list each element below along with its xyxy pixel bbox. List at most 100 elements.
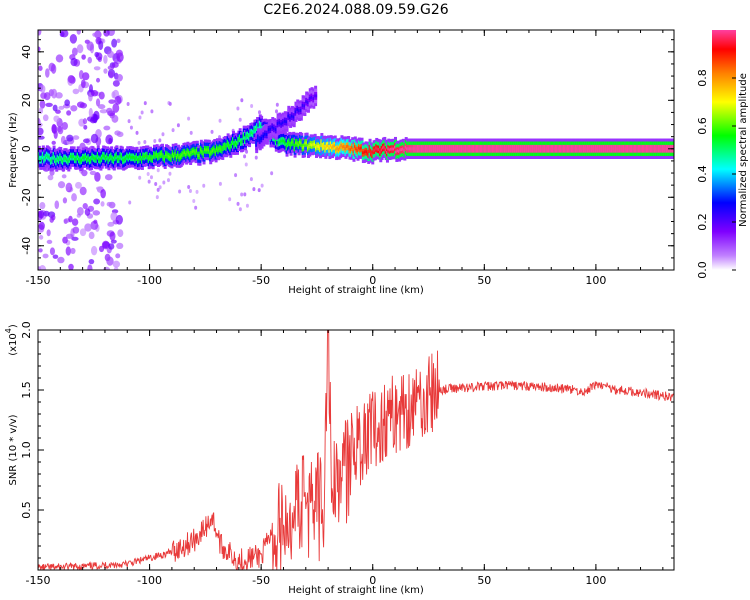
heatmap-noise-cell [238, 207, 242, 212]
heatmap-noise-cell [187, 185, 191, 190]
heatmap-noise-cell [143, 139, 147, 144]
heatmap-ridge-cell [283, 119, 287, 123]
heatmap-noise-cell [94, 30, 102, 39]
heatmap-noise-cell [106, 107, 113, 114]
heatmap-noise-cell [55, 54, 64, 63]
heatmap-noise-cell [81, 169, 88, 177]
heatmap-noise-cell [156, 168, 160, 173]
heatmap-noise-cell [107, 221, 115, 227]
heatmap-noise-cell [54, 200, 60, 209]
heatmap-noise-cell [51, 140, 56, 145]
heatmap-noise-cell [75, 181, 82, 189]
heatmap-noise-cell [83, 124, 88, 130]
heatmap-noise-cell [76, 206, 84, 216]
heatmap-ridge-cell [290, 114, 294, 118]
heatmap-noise-cell [115, 49, 123, 57]
snr-ytick-label: 1.0 [20, 441, 33, 459]
heatmap-noise-cell [89, 170, 97, 176]
heatmap-noise-cell [68, 263, 74, 270]
heatmap-ridge-cell [314, 94, 318, 98]
heatmap-noise-cell [65, 246, 72, 256]
heatmap-noise-cell [245, 203, 249, 208]
heatmap-ridge-cell [256, 136, 260, 140]
heatmap-noise-cell [89, 117, 97, 124]
heatmap-noise-cell [87, 264, 93, 270]
heatmap-noise-cell [106, 201, 112, 207]
heatmap-noise-cell [178, 189, 182, 194]
heatmap-noise-cell [88, 231, 95, 240]
heatmap-noise-cell [228, 197, 232, 202]
heatmap-noise-cell [97, 104, 106, 110]
heatmap-noise-cell [95, 52, 103, 61]
heatmap-ridge-cell [273, 126, 277, 130]
heatmap-noise-cell [202, 183, 206, 188]
heatmap-noise-cell [116, 38, 121, 44]
heatmap-ridge-cell [262, 134, 266, 138]
heatmap-ridge-cell [255, 141, 259, 145]
heatmap-ridge-cell [296, 108, 300, 112]
heatmap-noise-cell [104, 174, 113, 181]
heatmap-noise-cell [39, 84, 46, 94]
heatmap-noise-cell [45, 68, 50, 78]
heatmap-noise-cell [79, 102, 88, 109]
heatmap-noise-cell [72, 226, 80, 234]
snr-xtick-label: -50 [252, 574, 270, 587]
heatmap-noise-cell [127, 119, 131, 124]
heatmap-noise-cell [79, 228, 87, 237]
heatmap-noise-cell [93, 219, 98, 224]
heatmap-ridge-cell [303, 104, 307, 108]
heatmap-noise-cell [126, 102, 130, 107]
spectrogram-ytick-label: -40 [20, 237, 33, 255]
heatmap-noise-cell [55, 92, 63, 99]
heatmap-noise-cell [115, 214, 123, 225]
heatmap-noise-cell [103, 68, 108, 74]
heatmap-noise-cell [243, 154, 247, 159]
spectrogram-xtick-label: -150 [26, 274, 51, 287]
heatmap-noise-cell [98, 91, 105, 100]
colorbar-tick-label: 0.6 [696, 117, 709, 135]
heatmap-noise-cell [252, 187, 256, 192]
heatmap-noise-cell [38, 248, 43, 253]
colorbar-gradient [712, 30, 736, 270]
heatmap-noise-cell [78, 69, 84, 80]
heatmap-noise-cell [70, 57, 78, 67]
snr-frame [37, 329, 675, 571]
heatmap-noise-cell [70, 247, 76, 255]
heatmap-noise-cell [147, 179, 151, 184]
heatmap-ridge-cell [310, 95, 314, 99]
spectrogram-ylabel: Frequency (Hz) [8, 112, 19, 188]
heatmap-noise-cell [218, 135, 222, 140]
heatmap-noise-cell [135, 130, 139, 135]
heatmap-noise-cell [95, 98, 101, 107]
heatmap-noise-cell [171, 128, 175, 133]
heatmap-ridge-cell [306, 101, 310, 105]
heatmap-noise-cell [158, 185, 162, 190]
heatmap-noise-cell [153, 139, 157, 144]
figure-title: C2E6.2024.088.09.59.G26 [263, 2, 448, 18]
colorbar-tick-label: 0.2 [696, 213, 709, 231]
heatmap-noise-cell [158, 138, 162, 143]
snr-ylabel: SNR (10 * v/v) [8, 414, 19, 485]
heatmap-noise-cell [176, 123, 180, 128]
heatmap-noise-cell [68, 215, 73, 223]
heatmap-noise-cell [100, 188, 106, 199]
heatmap-noise-cell [161, 132, 165, 137]
heatmap-noise-cell [59, 31, 65, 38]
colorbar-tick-label: 0.8 [696, 69, 709, 87]
heatmap-noise-cell [87, 56, 93, 64]
heatmap-noise-cell [62, 197, 68, 204]
heatmap-noise-cell [50, 214, 56, 221]
spectrogram-frame [37, 29, 675, 271]
heatmap-noise-cell [82, 118, 88, 125]
snr-xtick-label: 50 [477, 574, 491, 587]
heatmap-noise-cell [116, 74, 123, 82]
heatmap-noise-cell [61, 174, 67, 179]
heatmap-noise-cell [275, 102, 279, 107]
heatmap-noise-cell [245, 149, 249, 154]
heatmap-ridge-cell [267, 128, 271, 132]
heatmap-noise-cell [254, 155, 258, 160]
heatmap-noise-cell [42, 114, 49, 122]
heatmap-noise-cell [108, 99, 116, 104]
heatmap-noise-cell [112, 260, 121, 268]
heatmap-noise-cell [66, 110, 72, 116]
